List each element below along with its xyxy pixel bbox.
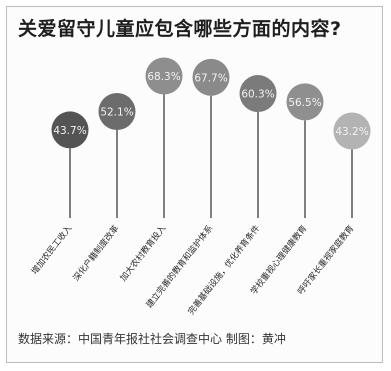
lollipop-item: 43.7% 增加农民工收入	[29, 111, 89, 277]
category-label: 加大农村教育投入	[118, 223, 169, 284]
lollipop-bubble	[239, 75, 277, 113]
lollipop-bubble	[333, 112, 371, 150]
value-label: 43.2%	[335, 126, 368, 138]
lollipop-bubble	[51, 111, 89, 149]
category-label: 深化户籍制度改革	[71, 223, 122, 284]
lollipop-bubble	[98, 92, 136, 130]
value-label: 56.5%	[288, 97, 321, 109]
value-label: 60.3%	[241, 89, 274, 101]
value-label: 68.3%	[147, 71, 180, 83]
value-label: 67.7%	[194, 72, 227, 84]
lollipop-bubble	[145, 57, 183, 95]
data-source-note: 数据来源：中国青年报社社会调查中心 制图：黄冲	[18, 332, 286, 346]
lollipop-item: 43.2%呼吁家长重视家庭教育	[295, 112, 371, 297]
lollipop-bubble	[286, 83, 324, 121]
value-label: 52.1%	[100, 106, 133, 118]
category-label: 增加农民工收入	[29, 223, 75, 277]
chart-frame	[6, 6, 383, 363]
value-label: 43.7%	[53, 125, 86, 137]
lollipop-item: 56.5%学校重视心理健康教育	[248, 83, 324, 297]
chart-title: 关爱留守儿童应包含哪些方面的内容?	[18, 18, 342, 40]
lollipop-item: 68.3% 加大农村教育投入	[118, 57, 183, 284]
lollipop-bubble	[192, 58, 230, 96]
